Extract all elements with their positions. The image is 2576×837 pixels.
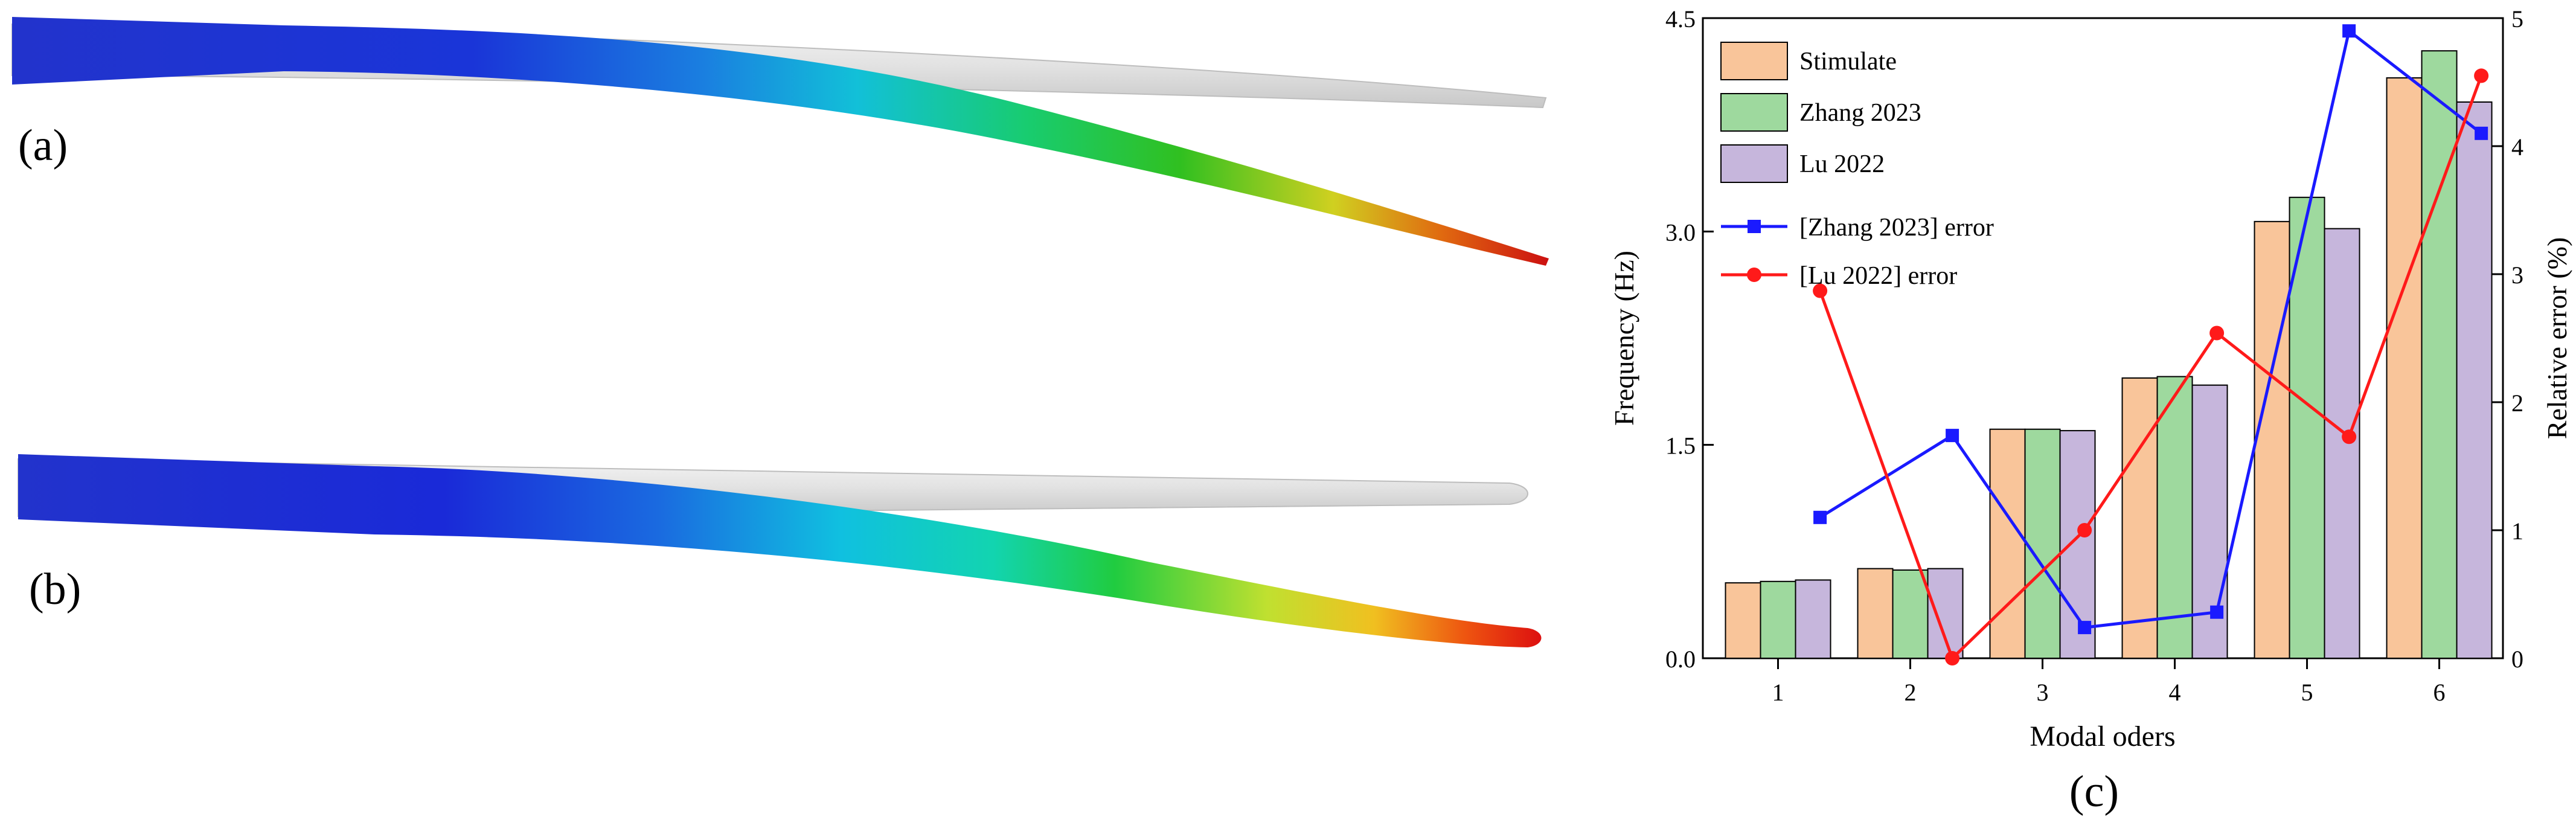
marker-lu-2022-error-5 xyxy=(2342,429,2357,444)
y2-tick-label: 5 xyxy=(2511,5,2523,33)
legend-marker xyxy=(1747,268,1761,282)
marker-zhang-2023-error-2 xyxy=(1946,429,1959,443)
bar-zhang-2023-6 xyxy=(2421,50,2458,659)
x-tick-label: 4 xyxy=(2169,679,2181,706)
x-tick-label: 1 xyxy=(1772,679,1784,706)
bar-stimulate-2 xyxy=(1857,568,1894,659)
y-axis-label: Frequency (Hz) xyxy=(1609,251,1639,426)
line-zhang-2023-error xyxy=(1819,28,2482,629)
y2-tick-label: 0 xyxy=(2511,646,2523,673)
bar-lu-2022-1 xyxy=(1795,579,1831,659)
panel-label-b: (b) xyxy=(29,565,81,614)
bar-lu-2022-2 xyxy=(1927,568,1964,659)
y-tick-label: 1.5 xyxy=(1665,432,1696,460)
line-lu-2022-error xyxy=(1818,75,2483,661)
legend-label: Stimulate xyxy=(1799,48,1897,75)
bar-zhang-2023-1 xyxy=(1760,580,1796,659)
y2-tick-label: 3 xyxy=(2511,261,2523,289)
bar-lu-2022-5 xyxy=(2324,228,2360,659)
blade-a-deformed xyxy=(12,17,1549,266)
bar-zhang-2023-2 xyxy=(1892,569,1929,659)
blade-b-deformed xyxy=(18,454,1542,647)
y-tick-label: 3.0 xyxy=(1665,219,1696,246)
y2-axis-label: Relative error (%) xyxy=(2542,237,2572,440)
bar-zhang-2023-3 xyxy=(2024,428,2061,659)
y2-tick-label: 1 xyxy=(2511,518,2523,545)
marker-zhang-2023-error-4 xyxy=(2210,605,2224,619)
bar-stimulate-4 xyxy=(2121,377,2158,659)
x-tick-label: 5 xyxy=(2301,679,2313,706)
marker-lu-2022-error-4 xyxy=(2209,326,2225,341)
marker-lu-2022-error-1 xyxy=(1813,283,1828,298)
bar-stimulate-1 xyxy=(1725,582,1761,659)
marker-zhang-2023-error-5 xyxy=(2342,24,2356,38)
legend-marker xyxy=(1748,220,1761,233)
bar-zhang-2023-4 xyxy=(2156,376,2193,659)
bar-zhang-2023-5 xyxy=(2289,196,2325,659)
bar-stimulate-6 xyxy=(2386,77,2423,659)
marker-zhang-2023-error-6 xyxy=(2475,126,2488,140)
legend-label: Zhang 2023 xyxy=(1799,99,1921,127)
bar-lu-2022-3 xyxy=(2059,430,2096,659)
legend-swatch xyxy=(1720,42,1788,80)
bar-lu-2022-6 xyxy=(2456,101,2493,659)
marker-lu-2022-error-6 xyxy=(2474,68,2489,83)
x-tick-label: 3 xyxy=(2037,679,2049,706)
legend: Stimulate Zhang 2023 Lu 2022 [Zhang 2023] e… xyxy=(1720,42,1994,290)
axes: 0.0 1.5 3.0 4.5 0 1 2 3 4 5 1 2 3 4 5 6 xyxy=(1665,5,2523,706)
error-lines xyxy=(1813,24,2489,665)
panel-label-c: (c) xyxy=(2069,767,2119,816)
blade-a xyxy=(11,17,1549,266)
bar-stimulate-3 xyxy=(1989,428,2026,659)
marker-lu-2022-error-3 xyxy=(2077,523,2092,537)
y2-tick-label: 4 xyxy=(2511,133,2523,161)
y-tick-label: 4.5 xyxy=(1665,5,1696,33)
legend-label: [Lu 2022] error xyxy=(1799,262,1957,290)
panel-label-a: (a) xyxy=(18,121,68,170)
y-tick-label: 0.0 xyxy=(1665,646,1696,673)
legend-label: [Zhang 2023] error xyxy=(1799,214,1994,242)
legend-swatch xyxy=(1720,144,1788,183)
legend-label: Lu 2022 xyxy=(1799,150,1885,178)
blade-b xyxy=(18,454,1542,647)
marker-lu-2022-error-2 xyxy=(1945,651,1960,665)
x-tick-label: 2 xyxy=(1905,679,1917,706)
x-axis-label: Modal oders xyxy=(2030,720,2175,752)
y2-tick-label: 2 xyxy=(2511,390,2523,417)
plot-frame xyxy=(1702,17,2504,659)
legend-swatch xyxy=(1720,93,1788,132)
bars xyxy=(1725,50,2493,659)
x-tick-label: 6 xyxy=(2433,679,2446,706)
bar-stimulate-5 xyxy=(2254,220,2290,659)
marker-zhang-2023-error-3 xyxy=(2078,621,2092,635)
marker-zhang-2023-error-1 xyxy=(1813,510,1827,524)
